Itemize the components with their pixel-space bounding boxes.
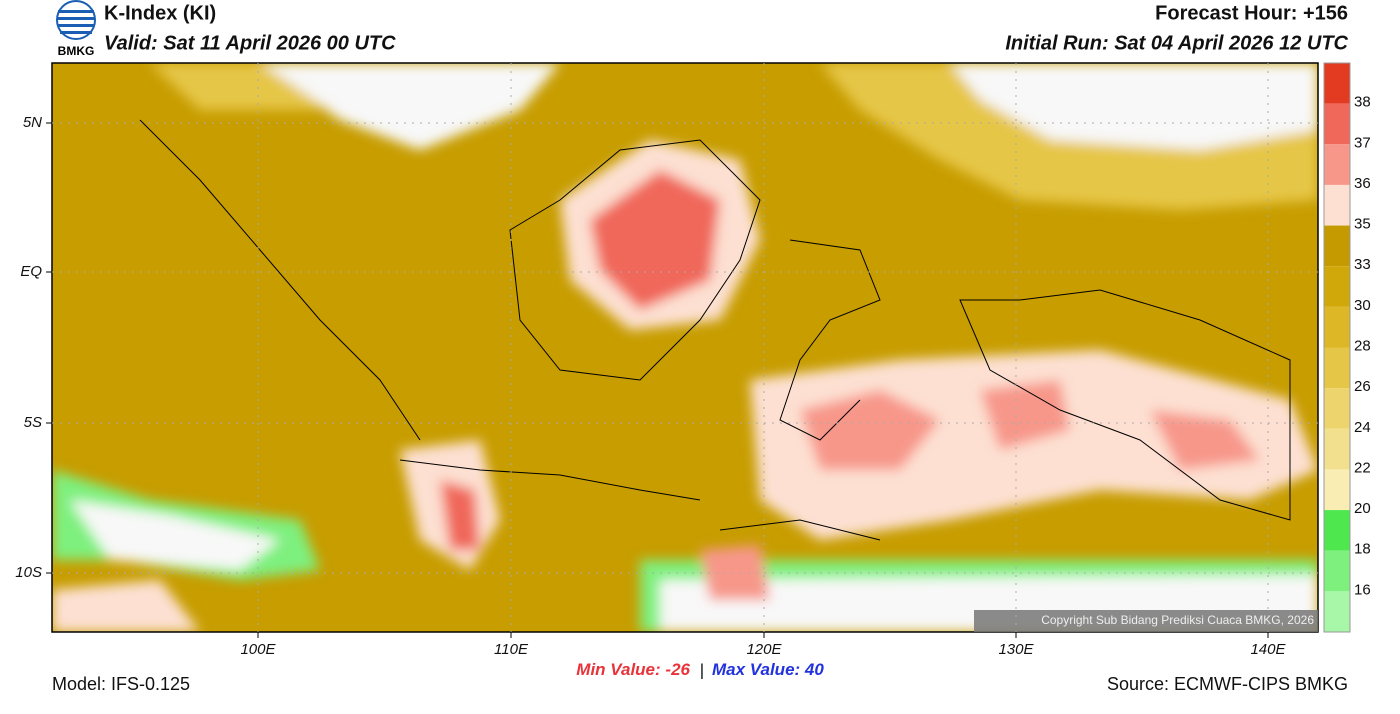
- lon-label: 100E: [240, 641, 276, 658]
- colorbar-box: [1324, 550, 1350, 592]
- initial-run: Initial Run: Sat 04 April 2026 12 UTC: [1005, 32, 1348, 54]
- colorbar-box: [1324, 510, 1350, 551]
- separator: |: [700, 660, 704, 679]
- colorbar-label: 24: [1354, 419, 1371, 436]
- lon-label: 110E: [494, 641, 529, 658]
- colorbar-box: [1324, 428, 1350, 470]
- colorbar-label: 35: [1354, 216, 1371, 233]
- colorbar-box: [1324, 347, 1350, 389]
- colorbar-label: 22: [1354, 459, 1371, 476]
- colorbar-box: [1324, 225, 1350, 267]
- colorbar-box: [1324, 388, 1350, 429]
- colorbar-label: 26: [1354, 378, 1371, 395]
- lon-label: 120E: [746, 641, 782, 658]
- map-field: [52, 63, 1318, 632]
- colorbar-box: [1324, 266, 1350, 307]
- title: K-Index (KI): [104, 2, 216, 24]
- min-label: Min Value:: [576, 660, 660, 679]
- max-number: 40: [804, 660, 824, 679]
- source: Source: ECMWF-CIPS BMKG: [1107, 674, 1348, 694]
- colorbar-box: [1324, 184, 1350, 226]
- colorbar-frame: [1323, 62, 1351, 633]
- colorbar: 38 37 36 35 33 30 28 26 24 22 20 18 16: [1323, 62, 1371, 633]
- colorbar-box: [1324, 469, 1350, 511]
- lat-label: 5N: [23, 114, 42, 131]
- axes: 5N EQ 5S 10S 100E 110E 120E 130E 140E: [15, 63, 1318, 658]
- colorbar-label: 16: [1354, 581, 1371, 598]
- colorbar-label: 38: [1354, 94, 1371, 111]
- min-value: Min Value: -26: [576, 660, 690, 679]
- min-number: -26: [665, 660, 690, 679]
- model: Model: IFS-0.125: [52, 674, 190, 694]
- lon-label: 130E: [998, 641, 1034, 658]
- colorbar-label: 37: [1354, 134, 1371, 151]
- max-label: Max Value:: [712, 660, 800, 679]
- colorbar-box: [1324, 63, 1350, 104]
- colorbar-label: 30: [1354, 297, 1371, 314]
- colorbar-box: [1324, 103, 1350, 145]
- colorbar-label: 28: [1354, 337, 1371, 354]
- forecast-hour: Forecast Hour: +156: [1155, 2, 1348, 24]
- map-frame: [51, 62, 1319, 633]
- logo-text: BMKG: [58, 44, 95, 58]
- colorbar-box: [1324, 144, 1350, 185]
- copyright-box: [974, 610, 1318, 632]
- colorbar-label: 36: [1354, 175, 1371, 192]
- lon-label: 140E: [1250, 641, 1286, 658]
- logo: BMKG: [56, 0, 96, 58]
- colorbar-box: [1324, 306, 1350, 348]
- colorbar-label: 33: [1354, 256, 1371, 273]
- copyright: Copyright Sub Bidang Prediksi Cuaca BMKG…: [1041, 613, 1314, 627]
- colorbar-label: 20: [1354, 500, 1371, 517]
- lat-label: 10S: [15, 564, 42, 581]
- max-value: Max Value: 40: [712, 660, 824, 679]
- colorbar-label: 18: [1354, 541, 1371, 558]
- colorbar-box: [1324, 591, 1350, 632]
- lat-label: 5S: [24, 414, 42, 431]
- valid-time: Valid: Sat 11 April 2026 00 UTC: [104, 32, 396, 54]
- lat-label: EQ: [20, 263, 42, 280]
